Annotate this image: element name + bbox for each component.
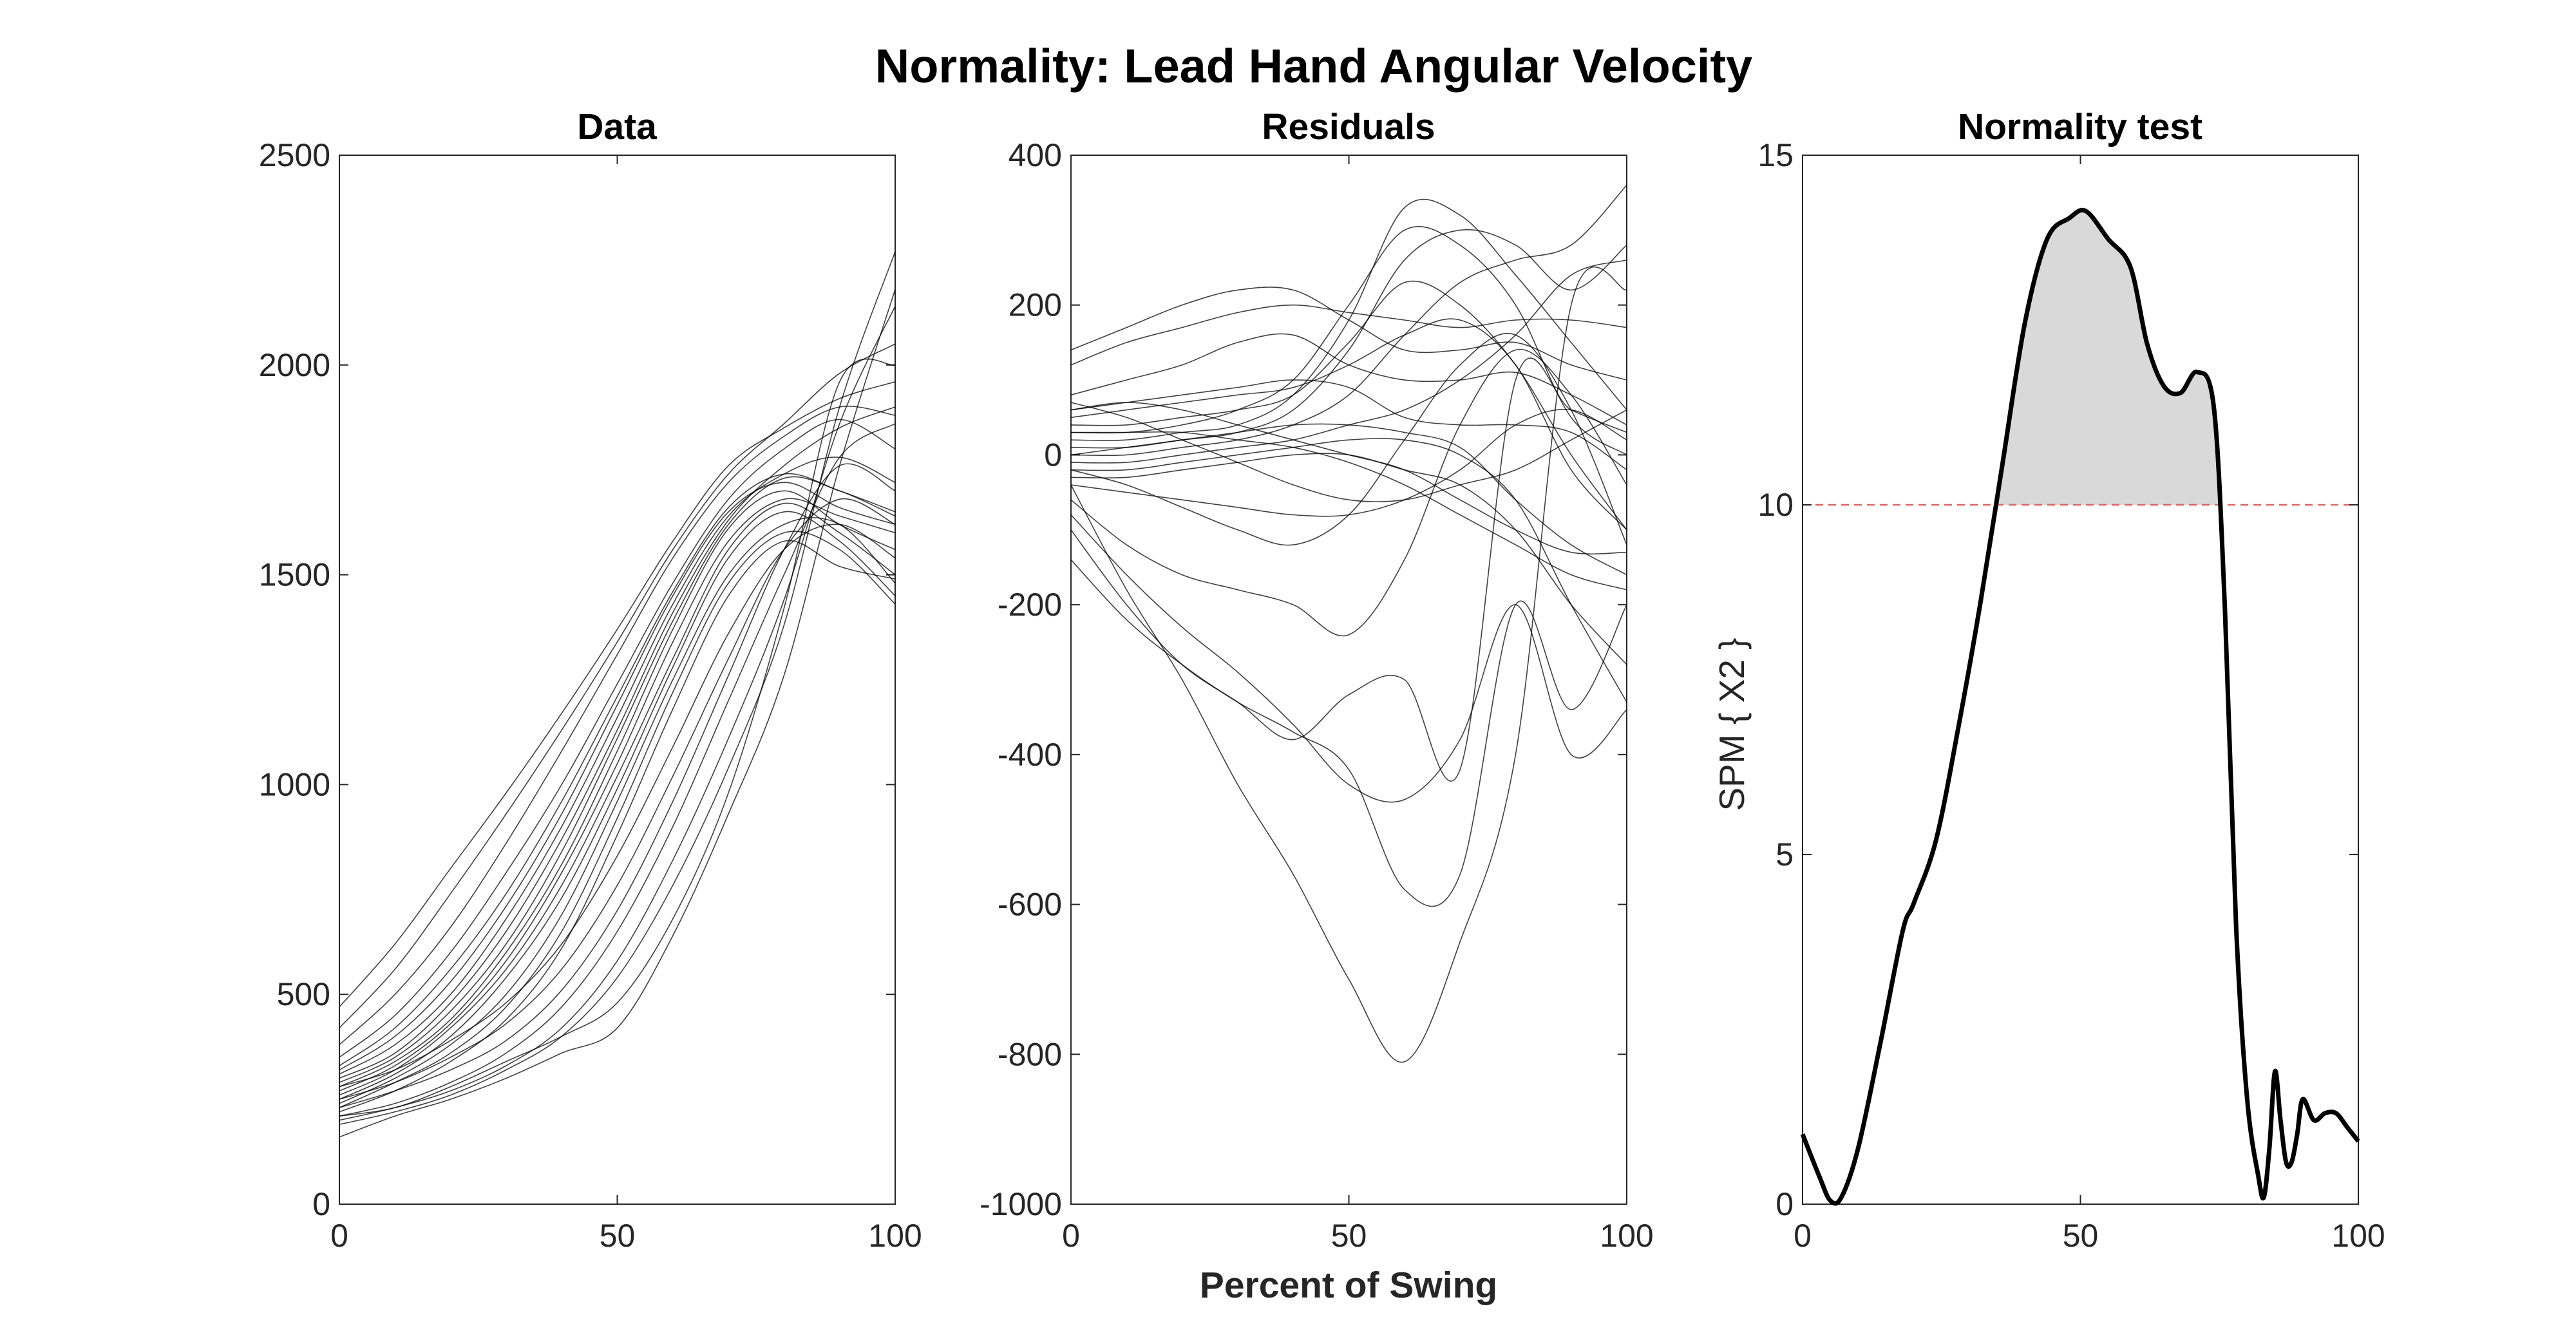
data-series-line [339,406,896,1079]
residuals-series-line [1071,431,1627,590]
data-ytick-label: 0 [312,1186,330,1222]
normality-test-ylabel: SPM { X2 } [1712,637,1752,811]
residuals-series-line [1070,229,1627,449]
residuals-series-line [1070,287,1627,381]
residuals-series-line [1070,453,1627,665]
data-ytick-label: 1500 [259,557,330,593]
data-series-line [339,423,896,1117]
data-ytick-label: 500 [277,976,330,1012]
residuals-ytick-label: 400 [1009,137,1062,173]
residuals-ytick-label: 200 [1009,287,1062,323]
residuals-series-line [1070,438,1627,703]
data-series-line [339,476,896,1083]
residuals-series-line [1070,348,1627,637]
residuals-ytick-label: -800 [998,1036,1062,1072]
x-axis-label: Percent of Swing [1200,1265,1497,1306]
data-series-line [339,381,896,1008]
residuals-series-line [1070,333,1627,426]
data-panel-title: Data [577,106,658,147]
data-series-line [339,517,896,1104]
residuals-series-line [1070,225,1627,456]
data-series-line [339,289,896,1138]
normality-test-xtick-label: 100 [2331,1218,2385,1254]
residuals-series-line [1070,266,1627,1063]
data-series-line [339,482,896,1071]
data-ytick-label: 2500 [259,137,330,173]
residuals-series-line [1070,402,1627,555]
data-ytick-label: 2000 [259,347,330,383]
data-ytick-label: 1000 [259,766,330,802]
data-series-line [339,358,896,1117]
residuals-series-line [1070,184,1627,457]
data-series-line [339,498,896,1100]
residuals-ytick-label: -1000 [980,1186,1062,1222]
residuals-series-line [1070,559,1627,907]
normality-test-ytick-label: 10 [1757,487,1794,523]
data-series-line [339,406,896,1045]
figure-title: Normality: Lead Hand Angular Velocity [875,39,1752,93]
residuals-series-line [1070,333,1627,546]
residuals-ytick-label: -200 [998,587,1062,623]
data-series-line [339,540,896,1113]
residuals-xtick-label: 100 [1600,1218,1653,1254]
residuals-xtick-label: 50 [1331,1218,1367,1254]
data-series-line [339,419,896,1058]
residuals-series-line [1070,318,1627,531]
residuals-ytick-label: 0 [1044,437,1062,473]
normality-test-panel: Normality test SPM { X2 } 0 5 10 15 0 50 100 [1712,106,2385,1254]
normality-test-ytick-label: 5 [1776,836,1794,873]
data-series-line [339,531,896,1108]
data-series-line [339,251,896,1125]
residuals-series-line [1070,402,1627,502]
data-xtick-label: 100 [868,1218,922,1254]
suprathreshold-area [1996,210,2219,505]
residuals-series-line [1070,379,1627,471]
data-series-line [339,524,896,1088]
residuals-series-line [1070,423,1627,576]
data-series-line [339,306,896,1121]
data-panel: Data 0 500 1000 1500 2000 2500 0 50 100 [259,106,922,1254]
normality-test-xtick-label: 50 [2063,1218,2099,1254]
normality-test-ytick-label: 0 [1776,1186,1794,1222]
residuals-series-line [1070,280,1627,531]
normality-test-xtick-label: 0 [1794,1218,1812,1254]
normality-test-ytick-label: 15 [1757,137,1794,173]
data-series-line [339,502,896,1096]
data-series-line [339,511,896,1100]
spm-curve [1800,207,2360,1206]
residuals-series-line [1070,260,1627,464]
data-series-line [339,463,896,1108]
residuals-ytick-label: -400 [998,737,1062,773]
data-series-line [339,498,896,1091]
data-xtick-label: 0 [330,1218,348,1254]
residuals-xtick-label: 0 [1062,1218,1080,1254]
normality-test-panel-title: Normality test [1958,106,2202,147]
data-xtick-label: 50 [600,1218,636,1254]
residuals-panel-title: Residuals [1262,106,1435,147]
residuals-panel: Residuals -1000 -800 -600 -400 -200 0 200 400 0 5… [980,106,1654,1254]
data-series-line [339,457,896,1075]
residuals-ytick-label: -600 [998,887,1062,923]
data-series-line [339,490,896,1088]
residuals-series-line [1070,357,1627,782]
residuals-series-line [1070,304,1627,366]
data-series-line [339,343,896,1028]
residuals-series-line [1070,514,1627,803]
